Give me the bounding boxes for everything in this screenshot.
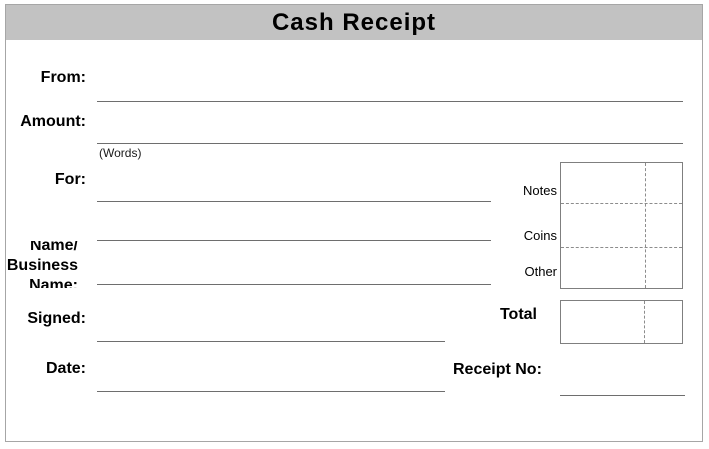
receipt-no-label: Receipt No: bbox=[453, 361, 542, 378]
notes-value-cell[interactable] bbox=[561, 163, 645, 203]
from-label: From: bbox=[40, 69, 86, 86]
amount-words-hint: (Words) bbox=[99, 146, 142, 160]
for-label: For: bbox=[54, 171, 86, 188]
amount-column-divider bbox=[645, 163, 646, 288]
name-business-label-line2: Business bbox=[6, 257, 78, 274]
total-value-cell[interactable] bbox=[561, 301, 644, 343]
total-column-divider bbox=[644, 301, 645, 343]
from-input[interactable] bbox=[97, 77, 683, 102]
coins-sub-value-cell[interactable] bbox=[646, 204, 683, 247]
name-business-input-line2[interactable] bbox=[97, 260, 491, 285]
name-business-label: Name/ Business Name: bbox=[4, 241, 78, 288]
signed-input[interactable] bbox=[97, 317, 445, 342]
other-value-cell[interactable] bbox=[561, 248, 645, 288]
other-sub-value-cell[interactable] bbox=[646, 248, 683, 288]
coins-label: Coins bbox=[523, 228, 557, 243]
page-title: Cash Receipt bbox=[271, 9, 437, 36]
date-input[interactable] bbox=[97, 367, 445, 392]
total-sub-value-cell[interactable] bbox=[645, 301, 682, 343]
other-label: Other bbox=[524, 264, 557, 279]
total-label: Total bbox=[499, 306, 537, 323]
coins-other-divider bbox=[561, 247, 682, 248]
amount-label: Amount: bbox=[20, 113, 86, 130]
signed-label: Signed: bbox=[27, 310, 86, 327]
notes-sub-value-cell[interactable] bbox=[646, 163, 683, 203]
name-business-label-line3: Name: bbox=[29, 277, 78, 288]
total-box bbox=[560, 300, 683, 344]
notes-coins-divider bbox=[561, 203, 682, 204]
receipt-no-input[interactable] bbox=[560, 371, 685, 396]
name-business-input-line1[interactable] bbox=[97, 216, 491, 241]
coins-value-cell[interactable] bbox=[561, 204, 645, 247]
header-band: Cash Receipt bbox=[6, 5, 702, 40]
for-input[interactable] bbox=[97, 177, 491, 202]
cash-breakdown-table bbox=[560, 162, 683, 289]
name-business-label-line1: Name/ bbox=[29, 241, 78, 254]
amount-input[interactable] bbox=[97, 119, 683, 144]
date-label: Date: bbox=[45, 360, 86, 377]
notes-label: Notes bbox=[523, 183, 557, 198]
